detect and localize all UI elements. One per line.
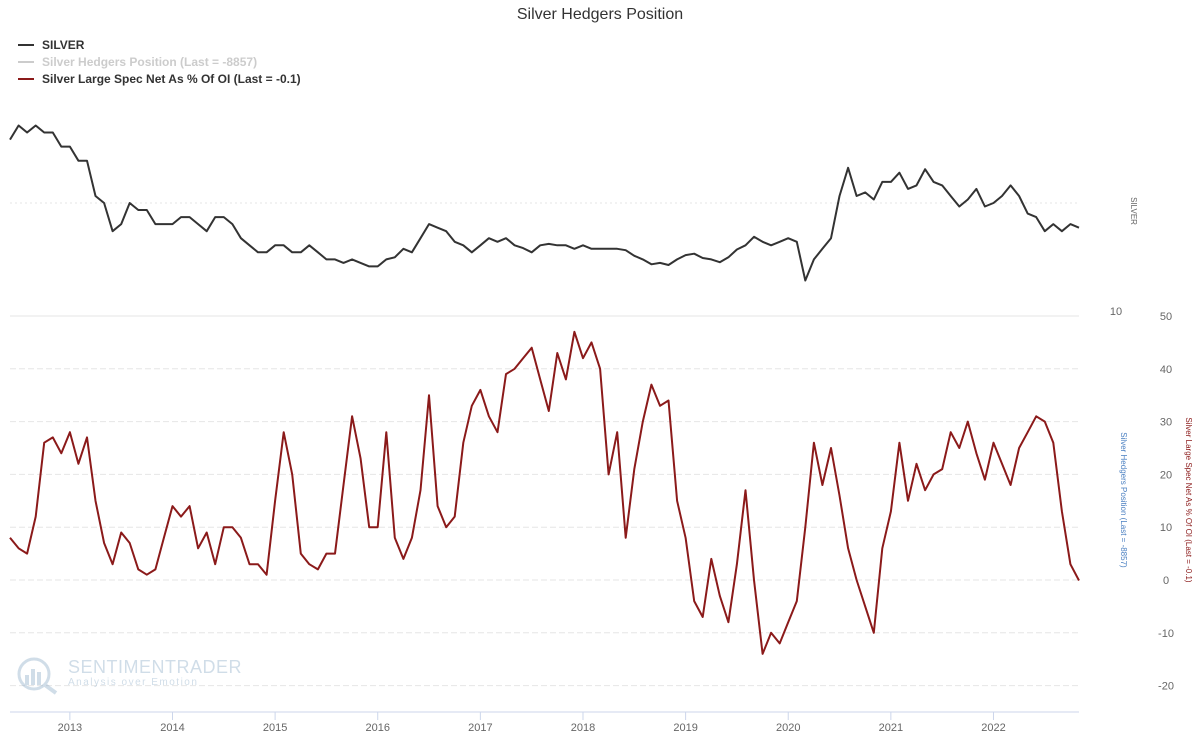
spec-tick-label: 50 [1160,311,1172,323]
spec-tick-label: 20 [1160,469,1172,481]
x-tick-label: 2016 [365,722,389,734]
silver-axis-title: SILVER [1129,197,1138,225]
spec-tick-label: 30 [1160,417,1172,429]
x-tick-label: 2020 [776,722,800,734]
spec-tick-label: 40 [1160,364,1172,376]
legend-item-hedgers[interactable]: Silver Hedgers Position (Last = -8857) [18,53,301,70]
legend-label-spec: Silver Large Spec Net As % Of OI (Last =… [42,71,301,86]
silver-price-line [9,124,1080,282]
legend-item-silver[interactable]: SILVER [18,36,301,53]
x-tick-label: 2021 [879,722,903,734]
chart-title: Silver Hedgers Position [516,6,684,23]
x-tick-label: 2015 [263,722,287,734]
x-tick-label: 2017 [468,722,492,734]
legend-swatch-spec [18,77,34,80]
legend: SILVER Silver Hedgers Position (Last = -… [18,36,301,87]
spec-tick-label: 0 [1163,575,1169,587]
watermark-tagline: Analysis over Emotion [68,677,199,688]
x-tick-label: 2014 [160,722,184,734]
x-tick-label: 2013 [58,722,82,734]
legend-item-spec[interactable]: Silver Large Spec Net As % Of OI (Last =… [18,70,301,87]
grid-layer [10,202,1079,687]
silver-tick-label: 10 [1110,306,1122,318]
axis-layer: 50 40 30 20 10 0 -10 -20 10 2013 2014 2015 2016 2017 2… [10,197,1193,734]
legend-swatch-hedgers [18,60,34,63]
x-tick-label: 2018 [571,722,595,734]
x-tick-label: 2019 [673,722,697,734]
spec-tick-label: -10 [1158,628,1174,640]
watermark-name: SENTIMENTRADER [68,657,243,677]
watermark-logo-icon [17,657,58,695]
spec-tick-label: 10 [1160,522,1172,534]
legend-label-silver: SILVER [42,37,85,52]
series-layer [9,124,1080,655]
spec-net-line [9,330,1080,655]
spec-tick-label: -20 [1158,681,1174,693]
spec-axis-title: Silver Large Spec Net As % Of OI (Last =… [1184,417,1193,583]
watermark: SENTIMENTRADER Analysis over Emotion [14,655,242,695]
legend-label-hedgers: Silver Hedgers Position (Last = -8857) [42,54,258,69]
x-tick-label: 2022 [981,722,1005,734]
hedgers-axis-title: Silver Hedgers Position (Last = -8857) [1119,432,1128,568]
legend-swatch-silver [18,43,34,46]
